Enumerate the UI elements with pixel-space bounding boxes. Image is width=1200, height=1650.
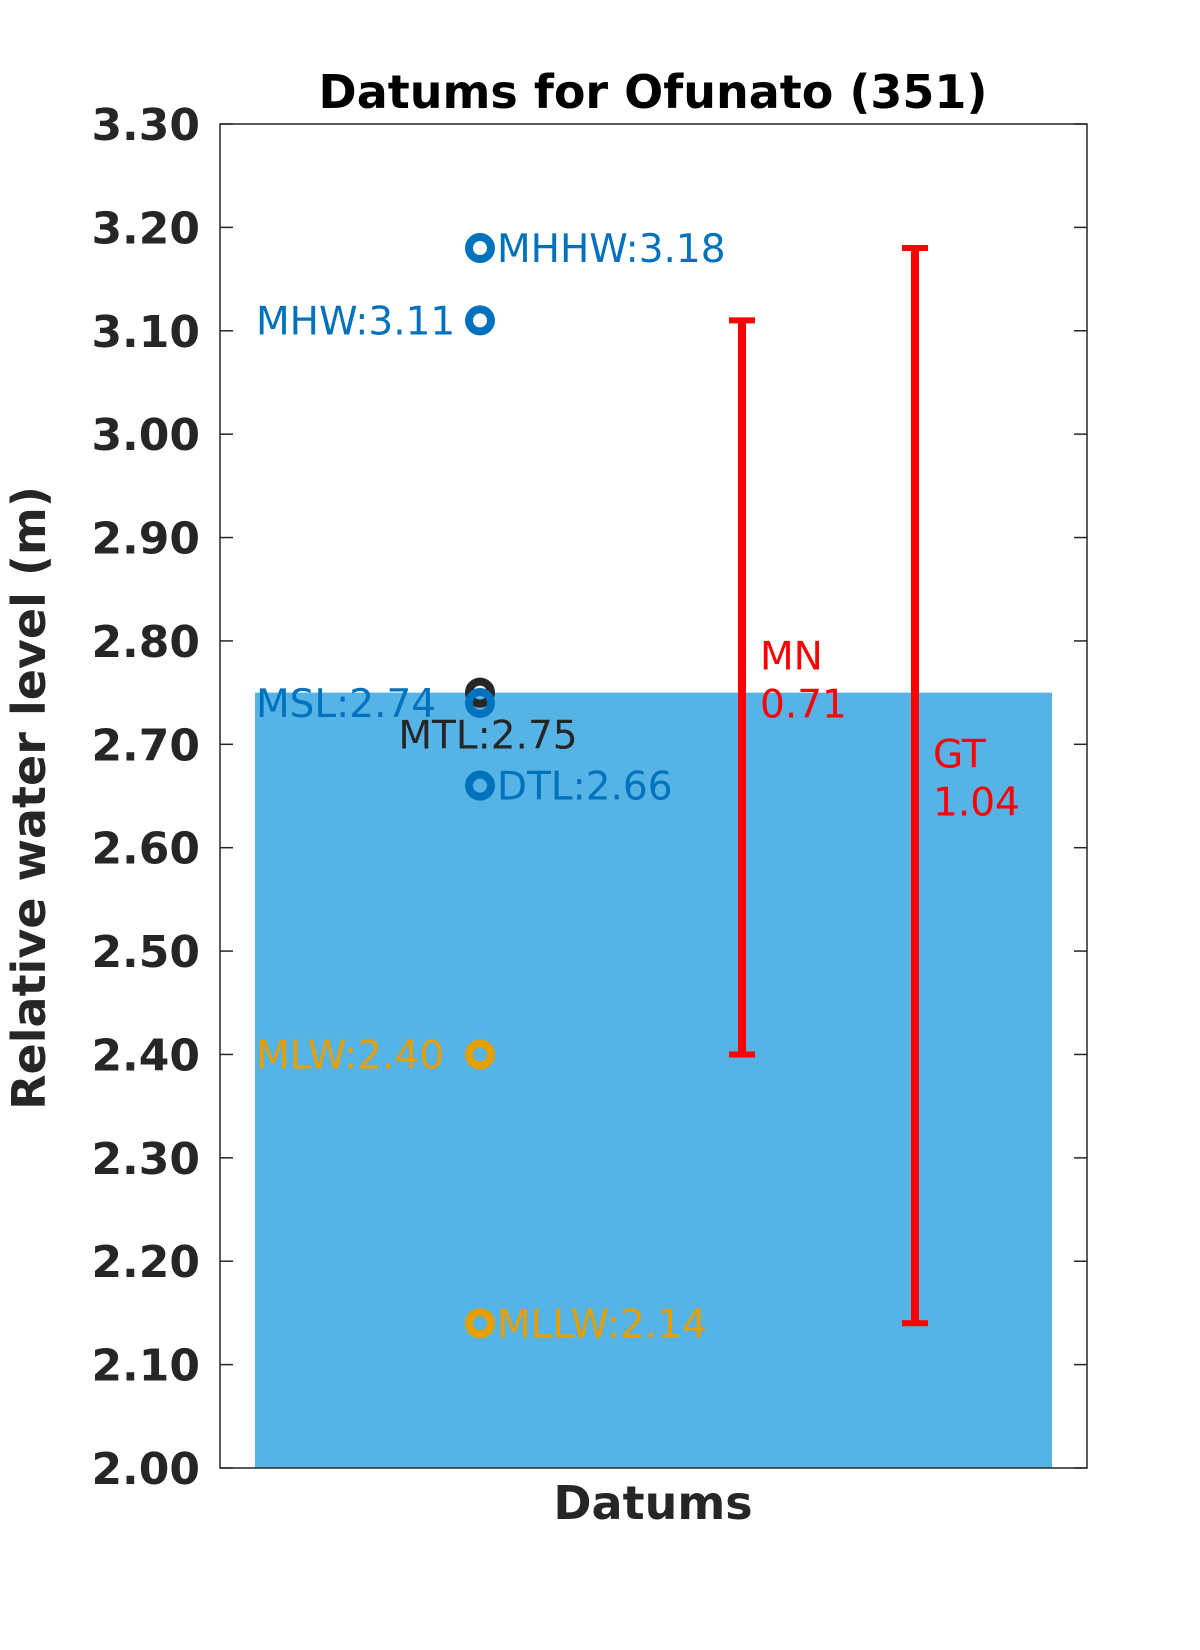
range-label-gt: 1.04: [933, 781, 1020, 826]
y-tick-label: 3.20: [91, 203, 200, 254]
datum-label-msl: MSL:2.74: [256, 682, 436, 727]
y-tick-label: 2.20: [91, 1237, 200, 1288]
y-tick-label: 2.60: [91, 824, 200, 875]
datum-label-mllw: MLLW:2.14: [497, 1302, 707, 1347]
chart-title: Datums for Ofunato (351): [319, 65, 988, 119]
y-tick-label: 2.90: [91, 514, 200, 565]
datum-marker-mlw: [465, 1039, 495, 1070]
y-axis-label: Relative water level (m): [2, 486, 56, 1110]
datum-label-mhw: MHW:3.11: [256, 299, 455, 344]
datum-label-mtl: MTL:2.75: [398, 714, 577, 759]
y-tick-label: 3.00: [91, 410, 200, 461]
y-tick-label: 2.00: [91, 1444, 200, 1495]
y-tick-label: 3.10: [91, 307, 200, 358]
datum-marker-mhhw: [465, 233, 495, 264]
datum-marker-mtl: [465, 677, 495, 708]
y-tick-label: 2.10: [91, 1341, 200, 1392]
y-tick-label: 2.80: [91, 617, 200, 668]
y-tick-label: 2.70: [91, 720, 200, 771]
y-tick-label: 2.50: [91, 927, 200, 978]
axes-frame: [219, 123, 1088, 1469]
range-label-mn: 0.71: [760, 682, 847, 727]
range-label-gt: GT: [933, 733, 986, 778]
datum-marker-dtl: [465, 770, 495, 801]
y-tick-label: 2.30: [91, 1134, 200, 1185]
datum-marker-mllw: [465, 1308, 495, 1339]
datum-marker-mhw: [465, 305, 495, 336]
range-label-mn: MN: [760, 634, 823, 679]
datum-marker-msl: [465, 687, 495, 718]
y-tick-label: 3.30: [91, 100, 200, 151]
datum-label-mlw: MLW:2.40: [256, 1033, 444, 1078]
datum-bar: [255, 692, 1052, 1468]
datum-label-dtl: DTL:2.66: [497, 765, 673, 810]
datum-label-mhhw: MHHW:3.18: [497, 227, 726, 272]
y-axis-ticks: 2.00 2.10 2.20 2.30 2.40 2.50 2.60 2.70 2.80 2.90…: [91, 100, 1087, 1495]
y-tick-label: 2.40: [91, 1030, 200, 1081]
x-axis-label: Datums: [553, 1476, 752, 1530]
